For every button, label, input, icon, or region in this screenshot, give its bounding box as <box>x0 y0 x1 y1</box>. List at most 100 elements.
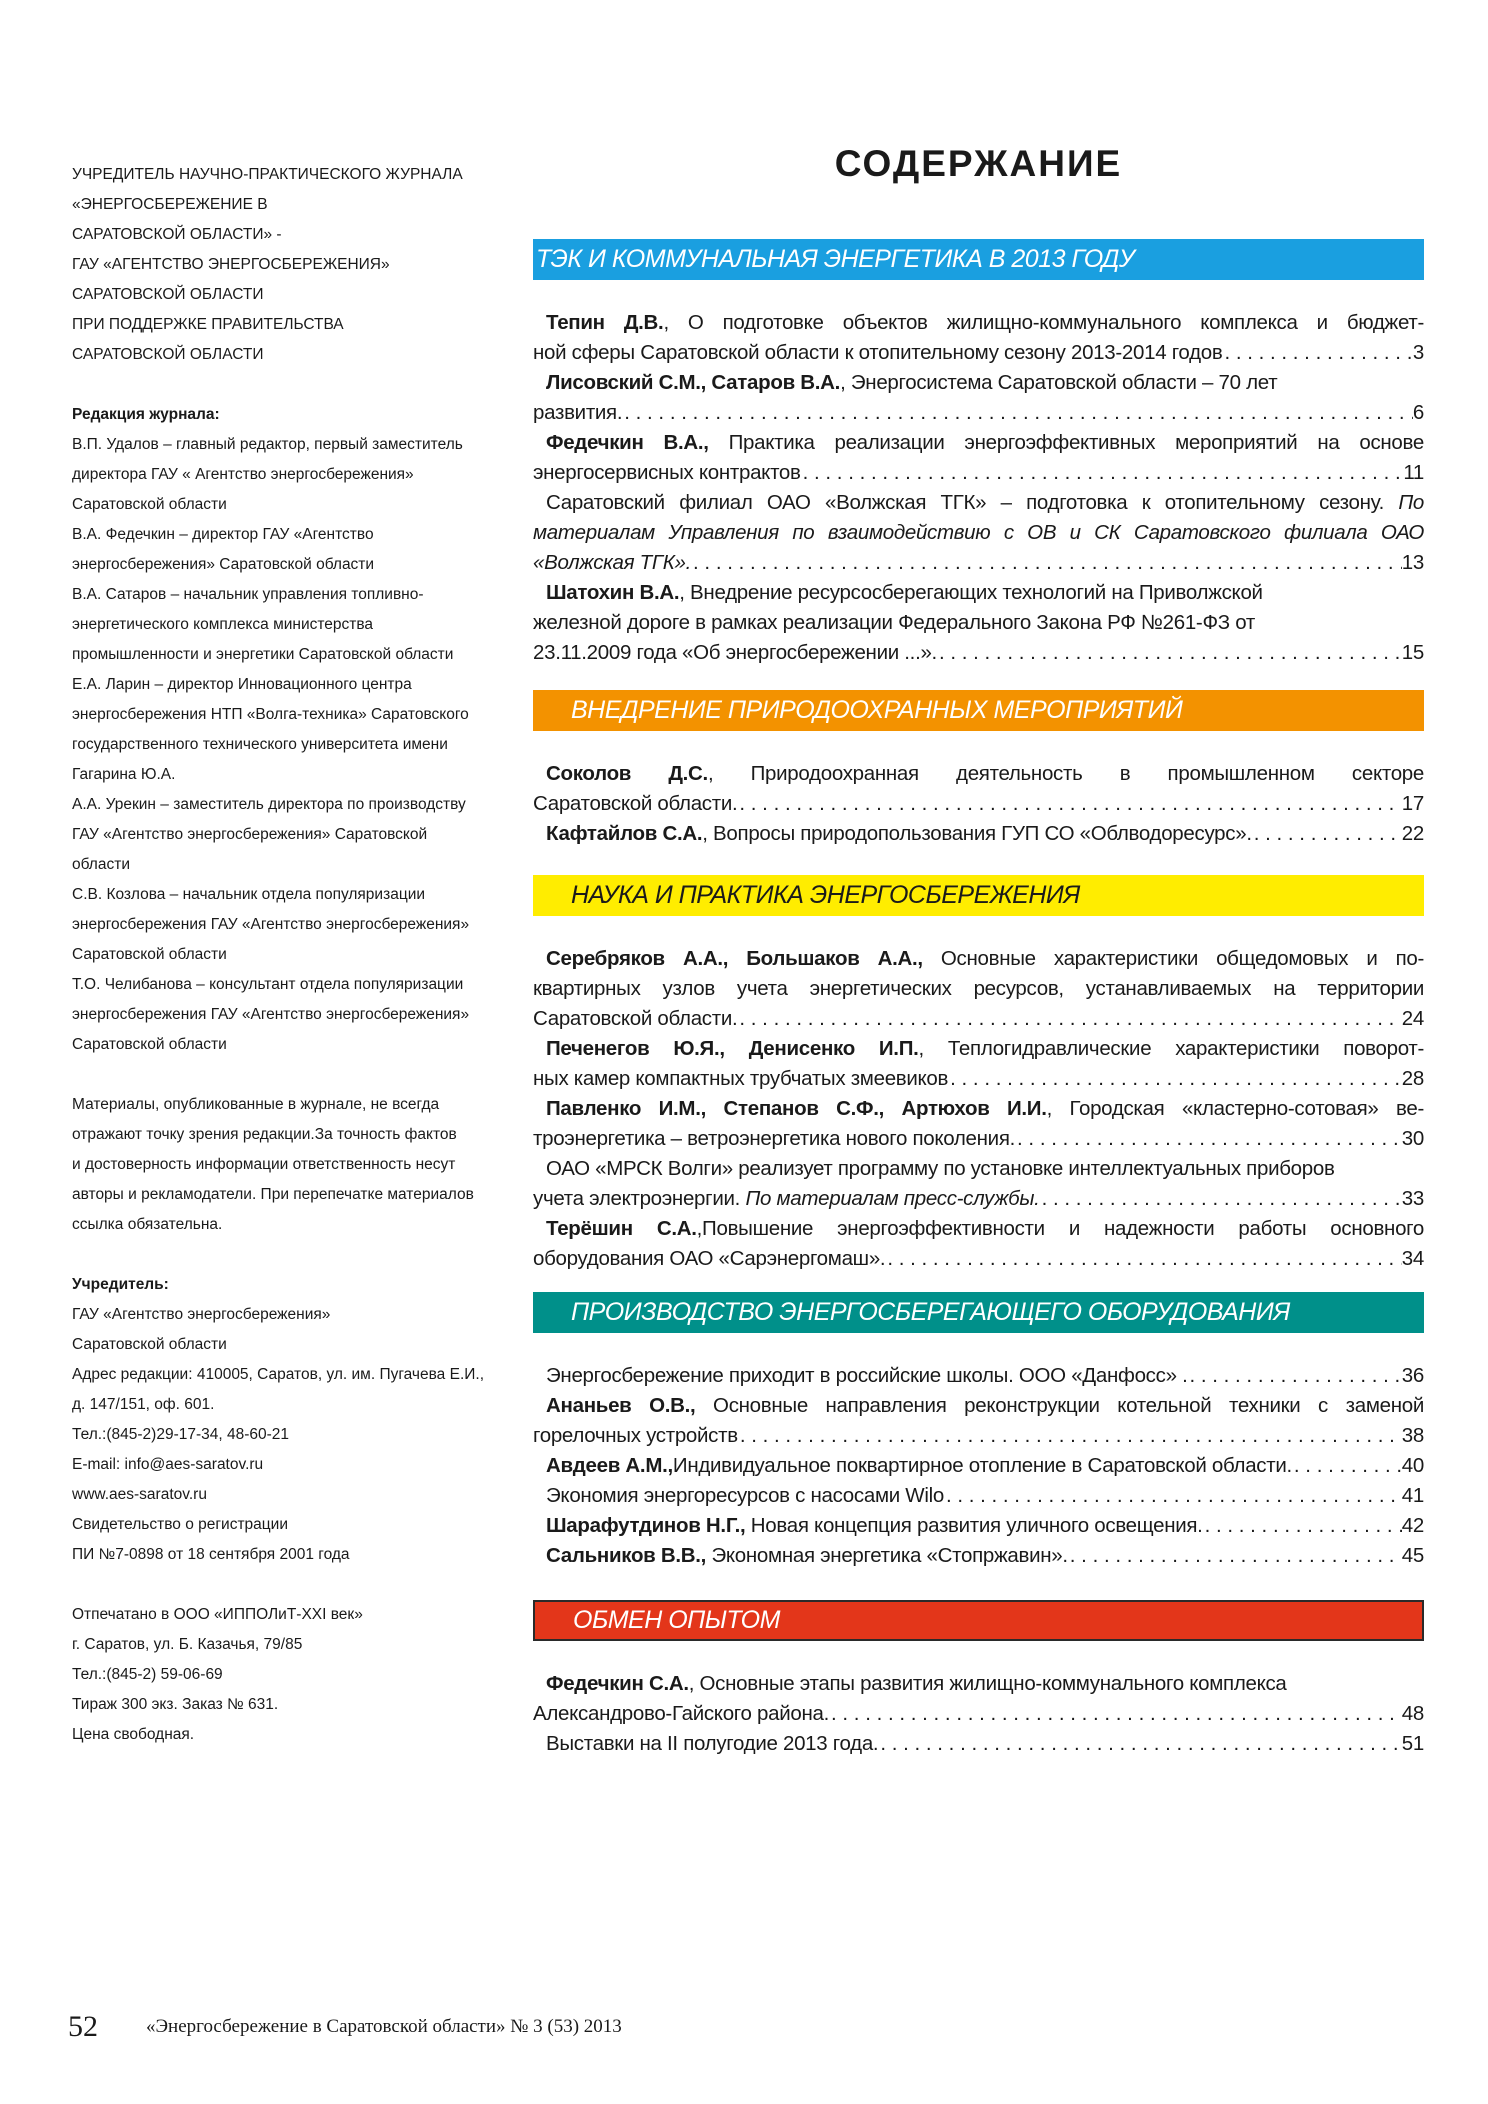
entry-title: Основные характеристики общедомовых и по… <box>922 947 1424 970</box>
entry-author: Терёшин С.А. <box>546 1217 697 1240</box>
disclaimer-line: отражают точку зрения редакции.За точнос… <box>72 1126 457 1143</box>
entry-line: Сальников В.В., Экономная энергетика «Ст… <box>533 1541 1424 1571</box>
leader-dots <box>1068 1541 1402 1571</box>
leader-dots <box>1252 819 1402 849</box>
entry-page: 15 <box>1401 641 1424 664</box>
entry-line: Серебряков А.А., Большаков А.А., Основны… <box>533 944 1424 974</box>
leader-dots <box>937 638 1402 668</box>
entry-text: ных камер компактных трубчатых змеевиков <box>533 1064 948 1094</box>
entry-page: 24 <box>1401 1007 1424 1030</box>
section-header: ПРОИЗВОДСТВО ЭНЕРГОСБЕРЕГАЮЩЕГО ОБОРУДОВ… <box>533 1292 1424 1333</box>
entry-text: учета электроэнергии. По материалам прес… <box>533 1184 1040 1214</box>
section-header: ТЭК И КОММУНАЛЬНАЯ ЭНЕРГЕТИКА В 2013 ГОД… <box>533 239 1424 280</box>
entry-line: Экономия энергоресурсов с насосами Wilo 4… <box>533 1481 1424 1511</box>
leader-dots <box>948 1064 1402 1094</box>
entry-title: Энергосбережение приходит в российские ш… <box>546 1364 1188 1387</box>
editorial-line: В.П. Удалов – главный редактор, первый з… <box>72 436 463 453</box>
editorial-line: ГАУ «Агентство энергосбережения» Саратов… <box>72 826 428 843</box>
entry-line: Кафтайлов С.А., Вопросы природопользован… <box>533 819 1424 849</box>
entry-text: Выставки на II полугодие 2013 года. <box>546 1729 879 1759</box>
entry-note: материалам Управления по взаимодействию … <box>533 521 1424 544</box>
entry-author: Серебряков А.А., Большаков А.А., <box>546 947 923 970</box>
entry-page: 30 <box>1401 1127 1424 1150</box>
page-title: СОДЕРЖАНИЕ <box>834 143 1123 184</box>
printer-line: Тираж 300 экз. Заказ № 631. <box>72 1696 279 1713</box>
entry-page: 28 <box>1401 1067 1424 1090</box>
entry-title: , Внедрение ресурсосберегающих технологи… <box>679 581 1263 604</box>
toc-entry[interactable]: Энергосбережение приходит в российские ш… <box>533 1361 1424 1391</box>
entry-text: оборудования ОАО «Сарэнергомаш». <box>533 1244 886 1274</box>
editorial-line: энергосбережения НТП «Волга-техника» Сар… <box>72 706 469 723</box>
editorial-heading: Редакция журнала: <box>72 406 220 423</box>
entry-line: Соколов Д.С., Природоохранная деятельнос… <box>533 759 1424 789</box>
spacer <box>72 1570 512 1600</box>
entry-title: оборудования ОАО «Сарэнергомаш». <box>533 1247 886 1270</box>
printer-line: г. Саратов, ул. Б. Казачья, 79/85 <box>72 1636 303 1653</box>
entry-page: 45 <box>1401 1544 1424 1567</box>
founder-line: Свидетельство о регистрации <box>72 1516 288 1533</box>
entry-line: развития. 6 <box>533 398 1424 428</box>
section-entries: Федечкин С.А., Основные этапы развития ж… <box>533 1669 1424 1759</box>
entry-line: учета электроэнергии. По материалам прес… <box>533 1184 1424 1214</box>
entry-text: развития. <box>533 398 623 428</box>
spacer <box>72 1240 512 1270</box>
founder-line: www.aes-saratov.ru <box>72 1486 207 1503</box>
toc-entry[interactable]: Выставки на II полугодие 2013 года. 51 <box>533 1729 1424 1759</box>
toc-entry[interactable]: Сальников В.В., Экономная энергетика «Ст… <box>533 1541 1424 1571</box>
disclaimer-line: ссылка обязательна. <box>72 1216 223 1233</box>
entry-title: Саратовской области. <box>533 792 738 815</box>
toc-entry[interactable]: Шарафутдинов Н.Г., Новая концепция разви… <box>533 1511 1424 1541</box>
editorial-line: А.А. Урекин – заместитель директора по п… <box>72 796 466 813</box>
toc-entry[interactable]: Федечкин В.А., Практика реализации энерг… <box>533 428 1424 488</box>
founder-line: Адрес редакции: 410005, Саратов, ул. им.… <box>72 1366 485 1383</box>
entry-author: Федечкин С.А. <box>546 1672 689 1695</box>
toc-entry[interactable]: Шатохин В.А., Внедрение ресурсосберегающ… <box>533 578 1424 668</box>
entry-line: Печенегов Ю.Я., Денисенко И.П., Теплогид… <box>533 1034 1424 1064</box>
printer-line: Тел.:(845-2) 59-06-69 <box>72 1666 223 1683</box>
entry-line: Тепин Д.В., О подготовке объектов жилищн… <box>533 308 1424 338</box>
masthead-column: УЧРЕДИТЕЛЬ НАУЧНО-ПРАКТИЧЕСКОГО ЖУРНАЛА «… <box>72 160 512 1750</box>
toc-entry[interactable]: Тепин Д.В., О подготовке объектов жилищн… <box>533 308 1424 368</box>
toc-entry[interactable]: Саратовский филиал ОАО «Волжская ТГК» – … <box>533 488 1424 578</box>
disclaimer-line: авторы и рекламодатели. При перепечатке … <box>72 1186 474 1203</box>
publisher-line: ГАУ «АГЕНТСТВО ЭНЕРГОСБЕРЕЖЕНИЯ» <box>72 256 390 273</box>
section-entries: Соколов Д.С., Природоохранная деятельнос… <box>533 759 1424 849</box>
toc-entry[interactable]: Лисовский С.М., Сатаров В.А., Энергосист… <box>533 368 1424 428</box>
entry-author: Федечкин В.А., <box>546 431 709 454</box>
entry-page: 22 <box>1401 822 1424 845</box>
toc-entry[interactable]: Кафтайлов С.А., Вопросы природопользован… <box>533 819 1424 849</box>
leader-dots <box>829 1699 1402 1729</box>
toc-entry[interactable]: Соколов Д.С., Природоохранная деятельнос… <box>533 759 1424 819</box>
editorial-line: промышленности и энергетики Саратовской … <box>72 646 454 663</box>
founder-line: ПИ №7-0898 от 18 сентября 2001 года <box>72 1546 350 1563</box>
entry-title: развития. <box>533 401 623 424</box>
toc-entry[interactable]: Федечкин С.А., Основные этапы развития ж… <box>533 1669 1424 1729</box>
entry-title: , Городская «кластерно-сотовая» ве- <box>1046 1097 1424 1120</box>
toc-entry[interactable]: Ананьев О.В., Основные направления рекон… <box>533 1391 1424 1451</box>
entry-line: железной дороге в рамках реализации Феде… <box>533 608 1424 638</box>
toc-section: ПРОИЗВОДСТВО ЭНЕРГОСБЕРЕГАЮЩЕГО ОБОРУДОВ… <box>533 1292 1424 1571</box>
leader-dots <box>1040 1184 1402 1214</box>
toc-entry[interactable]: Печенегов Ю.Я., Денисенко И.П., Теплогид… <box>533 1034 1424 1094</box>
toc-entry[interactable]: Терёшин С.А.,Повышение энергоэффективнос… <box>533 1214 1424 1274</box>
toc-entry[interactable]: Серебряков А.А., Большаков А.А., Основны… <box>533 944 1424 1034</box>
entry-text: Шарафутдинов Н.Г., Новая концепция разви… <box>546 1511 1203 1541</box>
entry-text: энергосервисных контрактов <box>533 458 801 488</box>
journal-issue: «Энергосбережение в Саратовской области»… <box>146 2016 622 2037</box>
founder-line: ГАУ «Агентство энергосбережения» <box>72 1306 331 1323</box>
entry-author: Тепин Д.В. <box>546 311 664 334</box>
toc-entry[interactable]: Павленко И.М., Степанов С.Ф., Артюхов И.… <box>533 1094 1424 1154</box>
entry-line: Шарафутдинов Н.Г., Новая концепция разви… <box>533 1511 1424 1541</box>
entry-title: ной сферы Саратовской области к отопител… <box>533 341 1223 364</box>
leader-dots <box>1015 1124 1402 1154</box>
toc-entry[interactable]: ОАО «МРСК Волги» реализует программу по … <box>533 1154 1424 1214</box>
entry-line: ОАО «МРСК Волги» реализует программу по … <box>533 1154 1424 1184</box>
entry-title: ,Повышение энергоэффективности и надежно… <box>696 1217 1424 1240</box>
entry-title: , Теплогидравлические характеристики пов… <box>918 1037 1424 1060</box>
toc-section: НАУКА И ПРАКТИКА ЭНЕРГОСБЕРЕЖЕНИЯ Серебря… <box>533 875 1424 1274</box>
editorial-line: Е.А. Ларин – директор Инновационного цен… <box>72 676 412 693</box>
founder-line: E-mail: info@aes-saratov.ru <box>72 1456 264 1473</box>
entry-title: , Энергосистема Саратовской области – 70… <box>840 371 1278 394</box>
toc-entry[interactable]: Авдеев А.М.,Индивидуальное поквартирное … <box>533 1451 1424 1481</box>
toc-entry[interactable]: Экономия энергоресурсов с насосами Wilo 4… <box>533 1481 1424 1511</box>
